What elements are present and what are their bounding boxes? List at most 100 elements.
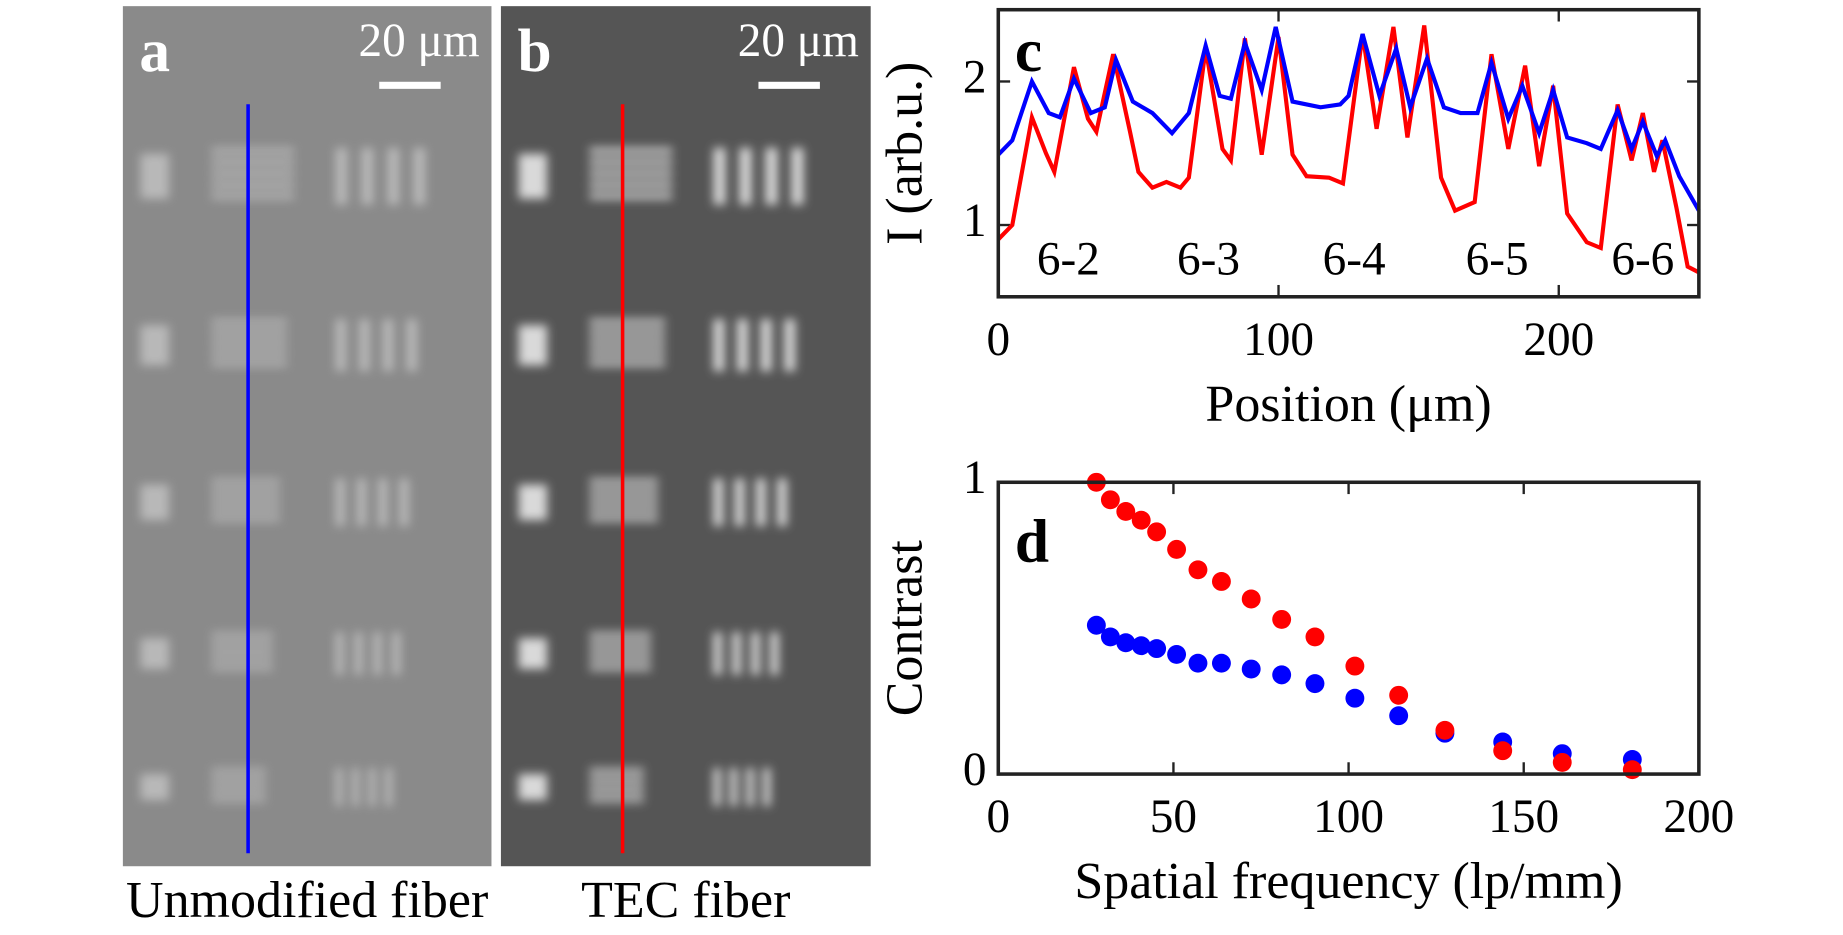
point [1493,741,1513,761]
bar-h [589,790,644,795]
x-tick-label: 100 [1313,791,1384,843]
caption: TEC fiber [581,872,790,929]
x-tick-label: 100 [1243,314,1314,366]
y-tick-label: 1 [963,195,987,247]
bar-h [589,775,644,780]
bar-v [352,768,360,806]
point [1389,685,1409,705]
point [1622,760,1642,780]
bar-h [211,478,280,484]
digit [140,325,169,366]
bar-v [368,768,376,806]
bar-v [378,478,388,526]
bar-h [589,666,651,671]
digit [518,484,547,521]
point [1241,589,1261,609]
panel-label: d [1015,507,1049,575]
point [1305,627,1325,647]
point [1131,510,1151,530]
point [1389,706,1409,726]
bar-v [335,147,348,205]
bar-v [739,147,752,205]
target-pattern [518,147,804,806]
point [1241,659,1261,679]
panel-label: b [517,17,551,85]
bar-v [765,147,778,205]
bar-v [406,319,418,372]
bar-v [784,319,796,372]
x-tick-label: 200 [1663,791,1734,843]
annotation: 6-3 [1177,234,1240,286]
bar-h [589,159,673,165]
point [1167,539,1187,559]
bar-v [713,768,721,806]
bar-h [589,360,666,367]
point [1272,665,1292,685]
point [1345,688,1365,708]
bar-v [713,478,724,526]
bar-h [589,798,644,803]
bar-h [211,507,280,512]
bar-v [713,147,726,205]
scale-bar [758,81,820,89]
bar-v [760,319,772,372]
y-tick-label: 0 [963,744,987,796]
digit [140,484,169,521]
bar-v [335,768,343,806]
bar-h [211,649,273,654]
panel-label: c [1015,17,1042,85]
plot-area: 0 100 200 1 2 [963,9,1699,366]
panel-label: a [139,17,170,85]
point [1167,644,1187,664]
bar-h [589,768,644,772]
bar-h [211,783,266,788]
y-tick-label: 1 [963,452,987,504]
bar-v [737,319,748,372]
bar-h [211,516,280,522]
bar-h [589,783,644,788]
point [1211,653,1231,673]
bar-h [211,775,266,780]
x-axis-label: Spatial frequency (lp/mm) [1074,853,1622,910]
annotation: 6-5 [1466,234,1529,286]
point [1272,609,1292,629]
x-tick-label: 200 [1523,314,1594,366]
bar-h [589,340,666,346]
point [1100,490,1120,510]
bar-h [589,170,673,177]
bar-h [211,181,295,188]
point [1131,636,1151,656]
x-tick-label: 150 [1488,791,1559,843]
bar-v [413,147,426,205]
bar-v [713,319,725,372]
bar-h [589,319,666,325]
scale-bar [379,81,441,89]
point [1188,653,1208,673]
bar-h [211,170,295,177]
line-series [996,25,1700,275]
bar-h [211,666,273,671]
image [500,6,871,867]
bar-h [589,181,673,188]
axes-box [996,7,1701,299]
y-axis-label: I (arb.u.) [877,62,934,245]
bar-v [713,632,722,675]
point [1147,522,1167,542]
bar-v [335,478,345,526]
point [1188,560,1208,580]
point [1147,639,1167,659]
digit [518,638,547,669]
bar-v [373,632,382,675]
bar-h [211,798,266,803]
bar-h [589,649,651,654]
point [1552,752,1572,772]
bar-v [387,147,400,205]
bar-v [730,768,738,806]
caption: Unmodified fiber [126,872,488,929]
bar-v [756,478,766,526]
bar-v [791,147,804,205]
image [122,6,492,867]
bar-h [211,147,295,154]
scale-label: 20 μm [738,15,859,67]
